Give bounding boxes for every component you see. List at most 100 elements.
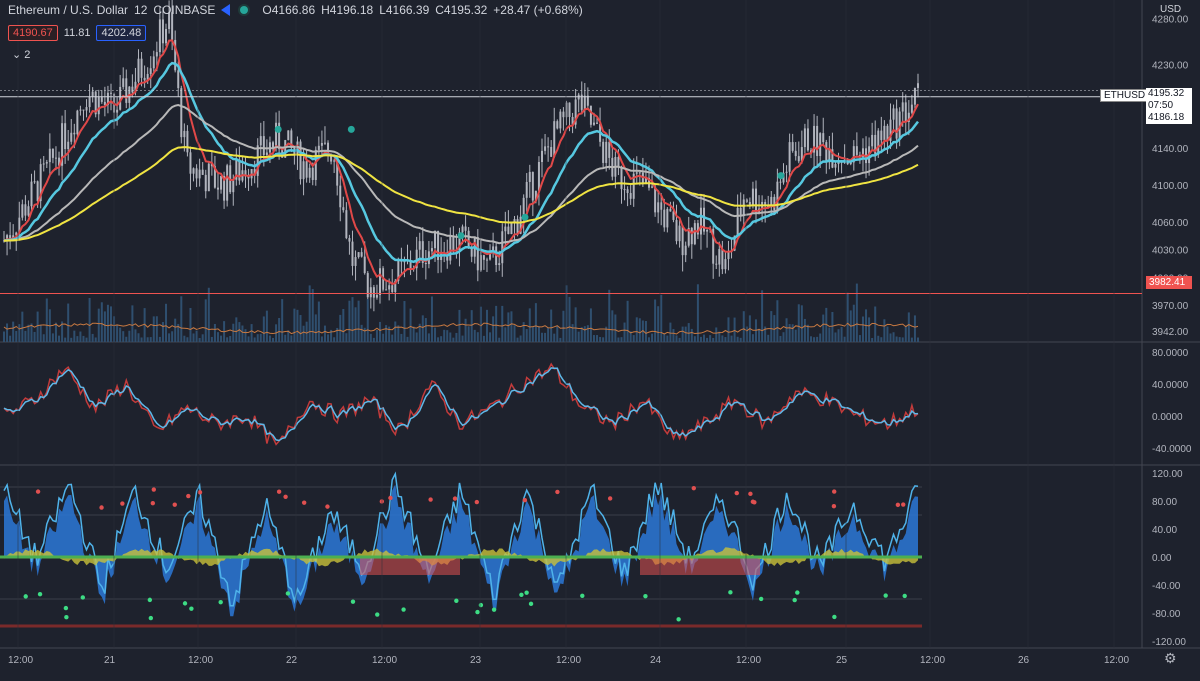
price-tick-label: 4230.00 (1152, 61, 1189, 72)
volume-bar (687, 323, 690, 342)
horizontal-line-tag[interactable]: 3982.41 (1146, 276, 1192, 289)
candle-body (204, 174, 207, 192)
volume-bar (837, 329, 840, 342)
candle-body (155, 52, 158, 57)
time-tick-label: 12:00 (920, 655, 945, 666)
candle-body (485, 259, 488, 261)
candle-body (666, 208, 669, 228)
signal-dot (457, 232, 465, 240)
candle-body (103, 101, 106, 106)
currency-label[interactable]: USD (1160, 4, 1182, 15)
candle-body (690, 227, 693, 245)
candle-body (907, 112, 910, 122)
wave-dot (734, 490, 739, 496)
volume-bar (70, 337, 73, 342)
volume-bar (654, 299, 657, 342)
volume-bar (498, 337, 501, 342)
volume-bar (874, 306, 877, 342)
candle-body (351, 241, 354, 266)
bid-badge[interactable]: 4190.67 (8, 25, 58, 41)
osc1-tick-label: 40.0000 (1152, 380, 1189, 391)
candle-body (724, 259, 727, 270)
price-tick-label: 4280.00 (1152, 14, 1189, 25)
volume-bar (898, 337, 901, 342)
candle-body (510, 223, 513, 235)
volume-bar (73, 330, 76, 342)
candle-body (424, 262, 427, 265)
osc2-tick-label: 80.00 (1152, 497, 1177, 508)
current-low: 4186.18 (1148, 112, 1185, 123)
candle-body (198, 169, 201, 179)
candle-body (247, 176, 250, 179)
wave-dot (883, 593, 888, 598)
price-tick-label: 4030.00 (1152, 246, 1189, 257)
volume-bar (510, 311, 513, 342)
candle-body (409, 260, 412, 270)
volume-bar (489, 332, 492, 342)
candle-body (880, 130, 883, 141)
indicators-toggle[interactable]: ⌄ 2 (12, 48, 30, 61)
time-tick-label: 24 (650, 655, 662, 666)
candle-body (177, 70, 180, 89)
candle-body (311, 167, 314, 180)
symbol-name[interactable]: Ethereum / U.S. Dollar (8, 3, 129, 17)
volume-bar (421, 315, 424, 342)
candle-body (275, 122, 278, 148)
volume-bar (327, 334, 330, 342)
candle-body (788, 142, 791, 172)
volume-bar (883, 319, 886, 342)
volume-bar (813, 337, 816, 342)
volume-bar (88, 297, 91, 342)
price-tick-label: 4060.00 (1152, 218, 1189, 229)
candle-body (299, 141, 302, 180)
volume-bar (495, 305, 498, 342)
volume-bar (751, 334, 754, 342)
volume-bar (109, 306, 112, 342)
candle-body (874, 134, 877, 155)
candle-body (97, 97, 100, 115)
volume-bar (617, 337, 620, 342)
volume-bar (895, 336, 898, 342)
candle-body (24, 204, 27, 216)
price-tick-label: 3942.00 (1152, 327, 1189, 338)
volume-bar (220, 335, 223, 342)
volume-bar (161, 322, 164, 342)
candle-body (479, 255, 482, 271)
volume-bar (623, 322, 626, 342)
volume-bar (143, 308, 146, 342)
gear-icon[interactable]: ⚙ (1164, 650, 1177, 666)
open-value: O4166.86 (262, 3, 316, 17)
volume-bar (525, 329, 528, 342)
candle-body (492, 246, 495, 252)
candle-body (122, 78, 125, 87)
interval-label[interactable]: 12 (134, 3, 148, 17)
volume-bar (58, 335, 61, 342)
wave-dot (172, 502, 177, 507)
volume-bar (892, 332, 895, 342)
volume-bar (788, 324, 791, 342)
time-tick-label: 12:00 (556, 655, 581, 666)
wave-dot (748, 491, 753, 497)
volume-bar (103, 311, 106, 342)
candle-body (764, 201, 767, 207)
volume-bar (779, 335, 782, 342)
candle-body (712, 228, 715, 264)
volume-bar (378, 321, 381, 342)
volume-bar (544, 332, 547, 342)
wave-dot (189, 606, 194, 611)
volume-bar (608, 289, 611, 342)
candle-body (553, 121, 556, 157)
wave-dot (524, 590, 529, 595)
candle-body (210, 163, 213, 167)
volume-bar (834, 332, 837, 342)
volume-bar (323, 325, 326, 342)
indicator-count: 2 (24, 49, 31, 61)
volume-bar (672, 329, 675, 342)
candle-body (119, 86, 122, 110)
volume-bar (586, 325, 589, 342)
ask-badge[interactable]: 4202.48 (96, 25, 147, 41)
volume-bar (858, 335, 861, 342)
candle-body (317, 145, 320, 150)
candle-body (265, 152, 268, 155)
